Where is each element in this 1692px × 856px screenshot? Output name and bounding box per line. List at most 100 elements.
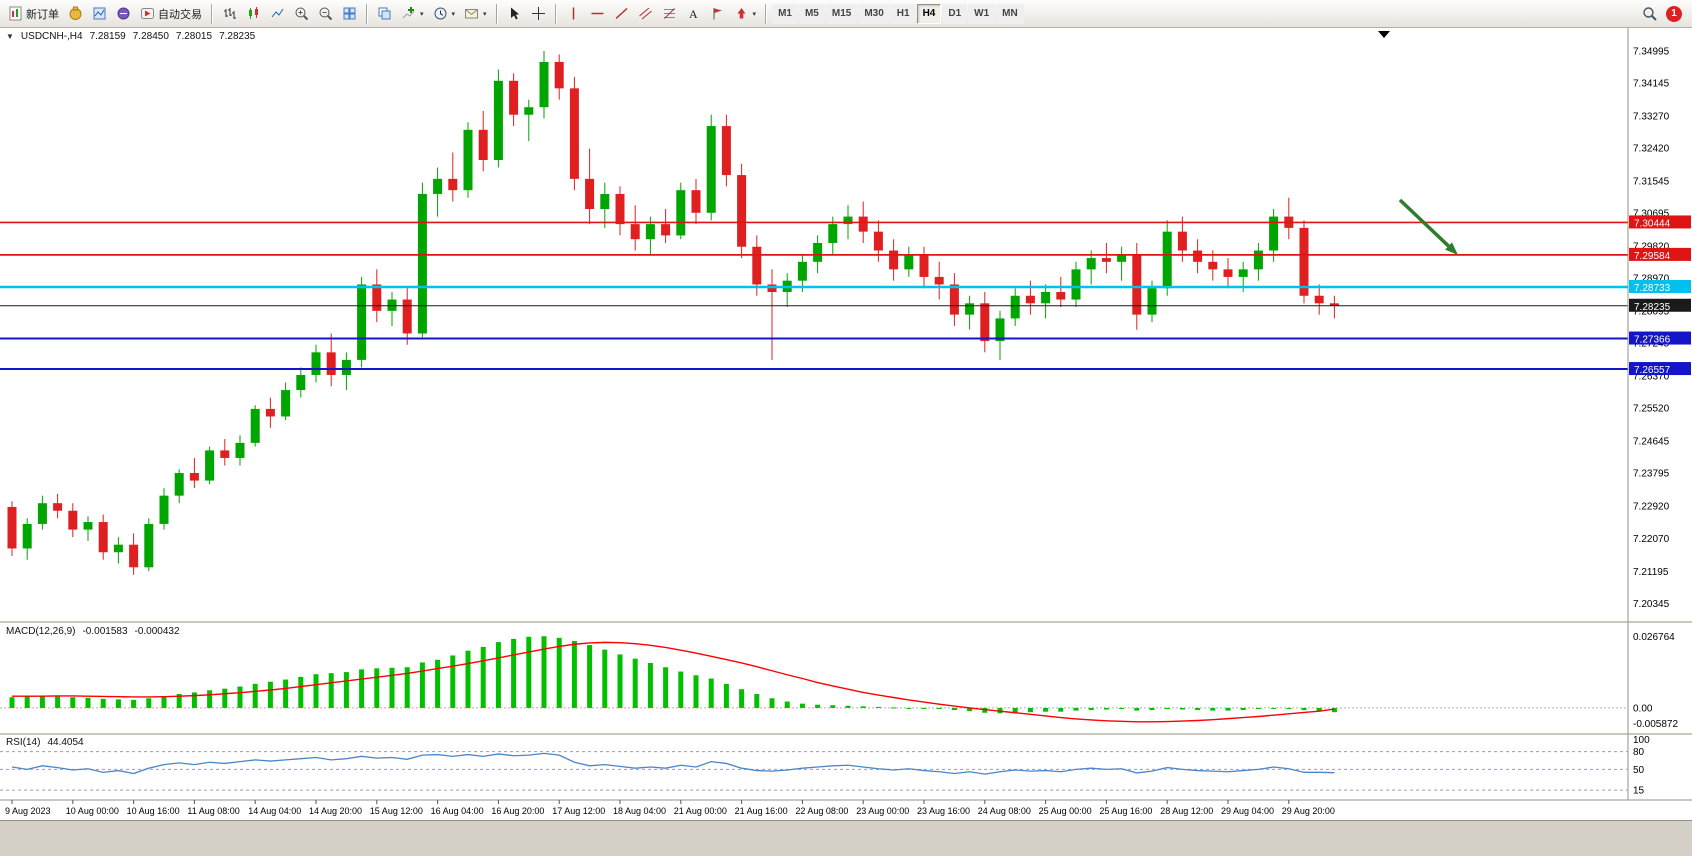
search-icon[interactable] xyxy=(1642,6,1658,22)
timeframe-m1-button[interactable]: M1 xyxy=(772,3,798,24)
shift-end-marker[interactable] xyxy=(1378,31,1390,38)
arrange-windows-button[interactable] xyxy=(373,3,396,25)
new-order-button[interactable]: 新订单 xyxy=(4,3,63,25)
chevron-down-icon: ▾ xyxy=(483,10,487,18)
macd-histogram-bar xyxy=(723,683,729,708)
zoom-out-button[interactable] xyxy=(314,3,337,25)
candle-body xyxy=(463,129,473,191)
toolbar-separator xyxy=(765,3,768,24)
macd-histogram-bar xyxy=(39,695,45,708)
arrow-objects-button[interactable]: ▾ xyxy=(730,3,761,25)
trendline-icon xyxy=(615,7,628,20)
macd-axis-label: -0.005872 xyxy=(1633,719,1678,730)
macd-histogram-bar xyxy=(359,669,365,708)
timeframe-mn-button[interactable]: MN xyxy=(996,3,1024,24)
autotrading-icon xyxy=(141,8,154,19)
annotation-arrow[interactable] xyxy=(1398,198,1450,248)
line-chart-button[interactable] xyxy=(266,3,289,25)
candle-body xyxy=(448,178,458,191)
templates-button[interactable]: ▾ xyxy=(460,3,491,25)
candlestick-chart-button[interactable] xyxy=(242,3,265,25)
macd-histogram-bar xyxy=(1331,707,1337,713)
arrange-windows-icon xyxy=(378,7,391,20)
macd-axis-label: 0.026764 xyxy=(1633,632,1675,643)
timeframe-m15-button[interactable]: M15 xyxy=(825,3,858,24)
timeframe-w1-button[interactable]: W1 xyxy=(968,3,996,24)
profiles-button[interactable] xyxy=(88,3,111,25)
autotrading-button[interactable]: 自动交易 xyxy=(136,3,206,25)
horizontal-line-button[interactable] xyxy=(586,3,609,25)
price-tick-label: 7.31545 xyxy=(1633,176,1670,187)
macd-histogram-bar xyxy=(860,706,866,708)
candle-body xyxy=(706,126,716,213)
macd-histogram-bar xyxy=(495,642,501,708)
chevron-down-icon: ▾ xyxy=(451,10,456,18)
indicators-button[interactable]: ▾ xyxy=(397,3,428,25)
equidistant-channel-button[interactable] xyxy=(634,3,657,25)
timeframe-m5-button[interactable]: M5 xyxy=(798,3,825,24)
macd-histogram-bar xyxy=(161,696,167,708)
candle-body xyxy=(311,352,321,375)
macd-histogram-bar xyxy=(754,694,760,708)
text-label-button[interactable] xyxy=(706,3,729,25)
macd-histogram-bar xyxy=(587,645,593,708)
bar-chart-icon xyxy=(224,8,236,19)
macd-histogram-bar xyxy=(526,636,532,708)
cursor-button[interactable] xyxy=(503,3,526,25)
candle-body xyxy=(1010,295,1020,319)
notification-badge[interactable]: 1 xyxy=(1666,5,1682,22)
candle-body xyxy=(326,352,336,375)
zoom-in-button[interactable] xyxy=(290,3,313,25)
macd-histogram-bar xyxy=(131,699,137,708)
text-tool-button[interactable]: A xyxy=(682,3,705,25)
candle-body xyxy=(752,246,762,285)
timeframe-h4-button[interactable]: H4 xyxy=(916,3,942,24)
candle-body xyxy=(661,224,671,236)
price-chart-canvas[interactable]: 7.34995 7.34145 7.33270 7.32420 7.31545 7.306… xyxy=(0,28,1692,820)
macd-histogram-bar xyxy=(252,683,258,708)
candle-body xyxy=(493,80,503,160)
price-tick-label: 7.22070 xyxy=(1633,534,1670,545)
candle-body xyxy=(83,522,93,530)
candle-body xyxy=(889,250,899,270)
vertical-line-icon xyxy=(572,7,574,20)
candle-body xyxy=(600,193,610,210)
line-chart-icon xyxy=(271,8,284,18)
macd-histogram-bar xyxy=(1088,707,1094,711)
macd-histogram-bar xyxy=(1179,707,1185,710)
bar-chart-button[interactable] xyxy=(218,3,241,25)
chevron-down-icon: ▾ xyxy=(752,10,757,18)
price-tick-label: 7.34995 xyxy=(1633,46,1670,57)
data-window-button[interactable] xyxy=(112,3,135,25)
market-button[interactable] xyxy=(64,3,87,25)
timeframe-m30-button[interactable]: M30 xyxy=(858,3,890,24)
zoom-in-icon xyxy=(295,7,309,21)
time-axis-label: 23 Aug 00:00 xyxy=(856,806,909,816)
time-axis-label: 15 Aug 12:00 xyxy=(370,806,423,816)
crosshair-button[interactable] xyxy=(527,3,550,25)
cursor-icon xyxy=(510,7,519,20)
tile-windows-button[interactable] xyxy=(338,3,361,25)
macd-histogram-bar xyxy=(875,706,881,708)
trendline-button[interactable] xyxy=(610,3,633,25)
macd-histogram-bar xyxy=(571,641,577,708)
macd-histogram-bar xyxy=(1073,707,1079,711)
timeframe-h1-button[interactable]: H1 xyxy=(890,3,916,24)
timeframe-d1-button[interactable]: D1 xyxy=(942,3,968,24)
candle-body xyxy=(509,80,519,115)
macd-histogram-bar xyxy=(1271,707,1277,709)
candle-body xyxy=(1253,250,1263,270)
macd-histogram-bar xyxy=(845,705,851,708)
macd-histogram-bar xyxy=(739,689,745,708)
macd-histogram-bar xyxy=(921,707,927,709)
fibonacci-button[interactable] xyxy=(658,3,681,25)
vertical-line-button[interactable] xyxy=(562,3,585,25)
rsi-axis-label: 80 xyxy=(1633,747,1645,758)
candle-body xyxy=(265,408,275,417)
time-axis-label: 22 Aug 08:00 xyxy=(795,806,848,816)
price-tick-label: 7.28970 xyxy=(1633,274,1670,285)
periods-button[interactable]: ▾ xyxy=(429,3,460,25)
macd-histogram-bar xyxy=(146,698,152,708)
candle-body xyxy=(129,544,139,568)
time-axis-label: 14 Aug 04:00 xyxy=(248,806,301,816)
